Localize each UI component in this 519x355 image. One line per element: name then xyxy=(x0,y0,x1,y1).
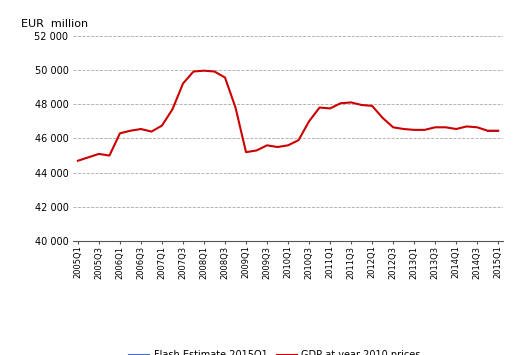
GDP at year 2010 prices xyxy=(485,129,491,133)
GDP at year 2010 prices xyxy=(75,159,81,163)
GDP at year 2010 prices xyxy=(379,116,386,120)
GDP at year 2010 prices xyxy=(421,128,428,132)
Flash Estimate 2015Q1 xyxy=(495,129,501,133)
GDP at year 2010 prices xyxy=(390,125,396,130)
GDP at year 2010 prices xyxy=(285,143,291,147)
GDP at year 2010 prices xyxy=(411,128,417,132)
GDP at year 2010 prices xyxy=(432,125,438,130)
GDP at year 2010 prices xyxy=(401,127,407,131)
GDP at year 2010 prices xyxy=(264,143,270,147)
GDP at year 2010 prices xyxy=(180,81,186,86)
GDP at year 2010 prices xyxy=(85,155,91,159)
GDP at year 2010 prices xyxy=(474,125,480,130)
GDP at year 2010 prices xyxy=(138,127,144,131)
Legend: Flash Estimate 2015Q1, GDP at year 2010 prices: Flash Estimate 2015Q1, GDP at year 2010 … xyxy=(126,346,425,355)
GDP at year 2010 prices xyxy=(127,129,133,133)
GDP at year 2010 prices xyxy=(96,152,102,156)
GDP at year 2010 prices xyxy=(359,103,365,107)
GDP at year 2010 prices xyxy=(222,75,228,80)
GDP at year 2010 prices xyxy=(369,104,375,108)
GDP at year 2010 prices xyxy=(306,119,312,124)
GDP at year 2010 prices xyxy=(337,101,344,105)
Text: EUR  million: EUR million xyxy=(21,19,88,29)
GDP at year 2010 prices xyxy=(233,105,239,110)
GDP at year 2010 prices xyxy=(453,127,459,131)
GDP at year 2010 prices xyxy=(211,69,217,73)
GDP at year 2010 prices xyxy=(443,125,449,130)
Line: GDP at year 2010 prices: GDP at year 2010 prices xyxy=(78,71,498,161)
Flash Estimate 2015Q1 xyxy=(485,129,491,133)
GDP at year 2010 prices xyxy=(190,69,197,73)
GDP at year 2010 prices xyxy=(106,153,113,158)
GDP at year 2010 prices xyxy=(275,145,281,149)
GDP at year 2010 prices xyxy=(243,150,249,154)
GDP at year 2010 prices xyxy=(463,124,470,129)
GDP at year 2010 prices xyxy=(117,131,123,135)
GDP at year 2010 prices xyxy=(169,107,175,111)
GDP at year 2010 prices xyxy=(148,130,155,134)
GDP at year 2010 prices xyxy=(317,105,323,110)
GDP at year 2010 prices xyxy=(201,69,207,73)
GDP at year 2010 prices xyxy=(295,138,302,142)
GDP at year 2010 prices xyxy=(495,129,501,133)
GDP at year 2010 prices xyxy=(348,100,354,104)
GDP at year 2010 prices xyxy=(327,106,333,110)
GDP at year 2010 prices xyxy=(159,124,165,128)
GDP at year 2010 prices xyxy=(253,148,260,153)
